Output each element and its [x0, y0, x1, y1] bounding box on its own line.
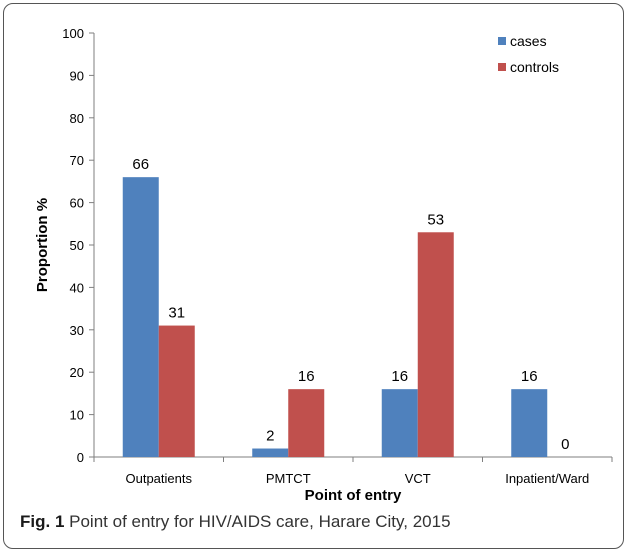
caption-text: Point of entry for HIV/AIDS care, Harare…	[69, 512, 451, 531]
y-tick-label: 40	[70, 280, 84, 295]
chart-bars: 66 31 2 16 16 53 16 0	[122, 156, 569, 457]
x-axis-title: Point of entry	[305, 487, 402, 504]
data-label: 0	[561, 436, 569, 453]
chart-legend: cases controls	[498, 33, 559, 75]
data-label: 16	[391, 368, 408, 385]
y-tick-label: 0	[77, 450, 84, 465]
bar-cases	[252, 448, 289, 457]
y-tick-label: 90	[70, 68, 84, 83]
bar-controls	[158, 325, 195, 457]
y-tick-label: 10	[70, 408, 84, 423]
y-tick-label: 60	[70, 196, 84, 211]
y-tick-label: 100	[62, 26, 84, 41]
legend-label: cases	[510, 33, 547, 49]
figure-caption: Fig. 1 Point of entry for HIV/AIDS care,…	[20, 512, 451, 532]
data-label: 2	[266, 428, 274, 445]
y-tick-label: 80	[70, 111, 84, 126]
caption-prefix: Fig. 1	[20, 512, 65, 531]
legend-swatch-cases	[498, 37, 506, 45]
y-tick-label: 30	[70, 323, 84, 338]
bar-cases	[511, 389, 548, 457]
bar-controls	[417, 232, 454, 457]
x-tick-label: Outpatients	[126, 471, 193, 486]
data-label: 66	[132, 156, 149, 173]
data-label: 16	[521, 368, 538, 385]
data-label: 16	[298, 368, 315, 385]
data-label: 53	[427, 211, 444, 228]
bar-controls	[288, 389, 325, 457]
y-tick-label: 20	[70, 365, 84, 380]
bar-cases	[122, 177, 159, 457]
y-tick-label: 70	[70, 153, 84, 168]
x-tick-label: VCT	[405, 471, 431, 486]
x-tick-label: Inpatient/Ward	[505, 471, 589, 486]
y-tick-label: 50	[70, 238, 84, 253]
figure-frame	[3, 3, 624, 549]
bar-cases	[381, 389, 418, 457]
y-axis-title: Proportion %	[34, 198, 51, 292]
legend-label: controls	[510, 59, 559, 75]
x-tick-label: PMTCT	[266, 471, 311, 486]
legend-swatch-controls	[498, 63, 506, 71]
data-label: 31	[168, 305, 185, 322]
